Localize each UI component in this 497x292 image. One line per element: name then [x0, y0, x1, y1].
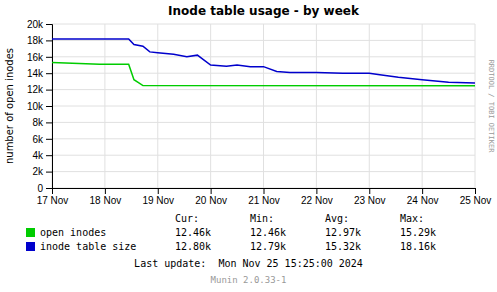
stat-value: 12.80k — [175, 241, 211, 252]
x-tick-mark — [422, 188, 423, 194]
last-update: Last update: Mon Nov 25 15:25:00 2024 — [134, 258, 363, 269]
stat-header: Min: — [250, 213, 274, 224]
legend: Cur: Min: Avg: Max: open inodes 12.46k 12.46k 1… — [26, 213, 436, 252]
x-tick: 23 Nov — [354, 188, 386, 206]
y-axis: 0 2k 4k 6k 8k 10k 12k 14k 16k 18k 20k — [27, 19, 53, 194]
plot-area — [52, 39, 475, 86]
y-tick-mark — [46, 172, 52, 173]
x-tick: 20 Nov — [195, 188, 227, 206]
y-tick-mark — [46, 40, 52, 41]
y-tick-label: 16k — [27, 52, 44, 63]
x-axis-line — [53, 189, 476, 195]
y-tick: 18k — [27, 35, 52, 46]
y-axis-title: number of open inodes — [4, 48, 15, 164]
legend-label: open inodes — [40, 227, 106, 238]
stat-value: 12.97k — [325, 227, 361, 238]
x-tick-mark — [475, 188, 476, 194]
y-tick: 0 — [37, 183, 52, 194]
x-tick-mark — [369, 188, 370, 194]
x-tick: 25 Nov — [460, 188, 492, 206]
x-tick: 21 Nov — [248, 188, 280, 206]
y-tick-label: 18k — [27, 35, 44, 46]
x-tick-label: 25 Nov — [460, 195, 492, 206]
stat-value: 15.29k — [400, 227, 436, 238]
y-tick: 2k — [32, 166, 52, 177]
stat-value: 18.16k — [400, 241, 436, 252]
x-tick-mark — [264, 188, 265, 194]
legend-swatch — [26, 228, 35, 237]
x-tick-label: 19 Nov — [142, 195, 174, 206]
y-tick-mark — [46, 106, 52, 107]
grid-line — [316, 24, 317, 188]
grid-line — [104, 24, 105, 188]
y-tick: 16k — [27, 52, 52, 63]
grid-line — [369, 24, 370, 188]
y-tick: 4k — [32, 150, 52, 161]
y-tick-mark — [46, 90, 52, 91]
y-tick-mark — [46, 73, 52, 74]
y-tick: 8k — [32, 117, 52, 128]
version: Munin 2.0.33-1 — [211, 275, 287, 285]
x-axis: 17 Nov 18 Nov 19 Nov 20 Nov 21 Nov 22 Nov 23 N… — [37, 188, 492, 206]
watermark: RRDTOOL / TOBI OETIKER — [487, 60, 495, 154]
chart: 17 Nov 18 Nov 19 Nov 20 Nov 21 Nov 22 Nov 23 N… — [0, 0, 497, 292]
y-tick-label: 20k — [27, 19, 44, 30]
y-tick: 12k — [27, 84, 52, 95]
y-tick-mark — [46, 57, 52, 58]
x-tick-label: 17 Nov — [37, 195, 69, 206]
stat-header: Max: — [400, 213, 424, 224]
y-tick-mark — [46, 155, 52, 156]
y-tick: 6k — [32, 134, 52, 145]
x-tick-mark — [158, 188, 159, 194]
y-tick: 10k — [27, 101, 52, 112]
y-tick-mark — [46, 24, 52, 25]
stat-value: 15.32k — [325, 241, 361, 252]
x-tick-mark — [211, 188, 212, 194]
y-tick: 14k — [27, 68, 52, 79]
stat-header: Cur: — [175, 213, 199, 224]
x-tick: 24 Nov — [407, 188, 439, 206]
x-tick-label: 20 Nov — [195, 195, 227, 206]
grid-line — [210, 24, 211, 188]
stat-header: Avg: — [325, 213, 349, 224]
y-tick-label: 2k — [32, 166, 44, 177]
series-line — [52, 39, 475, 83]
y-tick: 20k — [27, 19, 52, 30]
y-tick-label: 12k — [27, 84, 44, 95]
x-tick: 19 Nov — [142, 188, 174, 206]
y-tick-mark — [46, 188, 52, 189]
x-tick: 18 Nov — [90, 188, 122, 206]
x-tick: 22 Nov — [301, 188, 333, 206]
stat-value: 12.79k — [250, 241, 286, 252]
x-tick-label: 24 Nov — [407, 195, 439, 206]
x-tick-label: 22 Nov — [301, 195, 333, 206]
legend-label: inode table size — [40, 241, 136, 252]
x-tick-mark — [316, 188, 317, 194]
x-tick-mark — [105, 188, 106, 194]
title: Inode table usage - by week — [168, 4, 360, 18]
y-tick-mark — [46, 139, 52, 140]
y-tick-label: 0 — [37, 183, 43, 194]
x-tick-label: 18 Nov — [90, 195, 122, 206]
y-tick-label: 4k — [32, 150, 44, 161]
y-tick-label: 10k — [27, 101, 44, 112]
y-tick-label: 6k — [32, 134, 44, 145]
grid — [52, 24, 475, 188]
stat-value: 12.46k — [175, 227, 211, 238]
legend-swatch — [26, 242, 35, 251]
y-axis-line — [46, 25, 53, 189]
grid-line — [263, 24, 264, 188]
grid-line — [157, 24, 158, 188]
y-tick-label: 14k — [27, 68, 44, 79]
x-tick-label: 23 Nov — [354, 195, 386, 206]
x-tick-label: 21 Nov — [248, 195, 280, 206]
y-tick-mark — [46, 122, 52, 123]
stat-value: 12.46k — [250, 227, 286, 238]
y-tick-label: 8k — [32, 117, 44, 128]
grid-line — [475, 24, 476, 188]
grid-line — [422, 24, 423, 188]
